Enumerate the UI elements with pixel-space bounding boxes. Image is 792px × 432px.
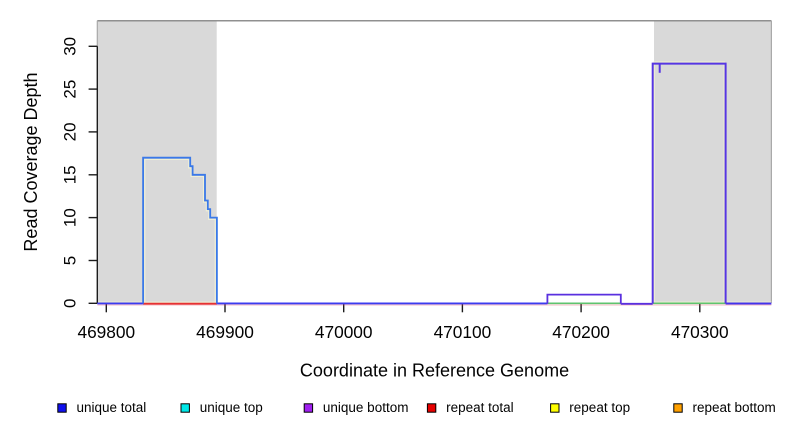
svg-text:470200: 470200: [552, 322, 610, 342]
svg-text:470300: 470300: [671, 322, 729, 342]
svg-text:unique total: unique total: [77, 400, 147, 415]
svg-text:repeat bottom: repeat bottom: [693, 400, 776, 415]
svg-text:470000: 470000: [315, 322, 373, 342]
svg-text:30: 30: [61, 37, 80, 56]
svg-text:repeat total: repeat total: [446, 400, 514, 415]
svg-text:20: 20: [61, 122, 80, 141]
svg-text:10: 10: [61, 208, 80, 227]
svg-text:Coordinate in Reference Genome: Coordinate in Reference Genome: [300, 361, 569, 381]
svg-text:Read Coverage Depth: Read Coverage Depth: [21, 72, 41, 251]
svg-text:469900: 469900: [196, 322, 254, 342]
svg-text:unique bottom: unique bottom: [323, 400, 409, 415]
svg-text:470100: 470100: [434, 322, 492, 342]
svg-text:5: 5: [61, 256, 80, 265]
svg-text:repeat top: repeat top: [569, 400, 630, 415]
svg-text:15: 15: [61, 165, 80, 184]
svg-text:25: 25: [61, 80, 80, 99]
svg-text:469800: 469800: [77, 322, 135, 342]
svg-text:unique top: unique top: [200, 400, 263, 415]
svg-text:0: 0: [61, 299, 80, 308]
